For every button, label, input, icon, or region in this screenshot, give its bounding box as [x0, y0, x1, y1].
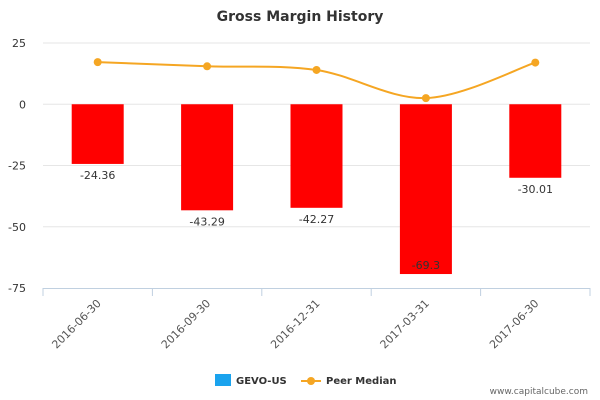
bar-2016-06-30: [71, 104, 124, 164]
legend-swatch-gevo: [215, 374, 231, 386]
peer-median-point-2016-09-30: [203, 62, 212, 71]
bar-data-label: -43.29: [189, 215, 224, 228]
peer-median-series: [93, 58, 540, 103]
x-axis-ticks: 2016-06-30 2016-09-30 2016-12-31 2017-03-31…: [49, 297, 541, 351]
bar-2016-12-31: [290, 104, 343, 208]
y-axis-ticks: 25 0 -25 -50 -75: [8, 37, 26, 295]
bar-2016-09-30: [181, 104, 234, 211]
legend-label-peer-median: Peer Median: [326, 376, 397, 387]
peer-median-point-2017-06-30: [531, 58, 540, 67]
y-tick-label: -25: [8, 160, 26, 173]
bar-2017-06-30: [509, 104, 562, 178]
x-tick-label: 2017-03-31: [378, 297, 432, 351]
legend-marker-peer-median: [307, 377, 315, 385]
bar-2017-03-31: [399, 104, 452, 275]
legend-label-gevo: GEVO-US: [236, 376, 287, 387]
y-tick-label: -50: [8, 221, 26, 234]
peer-median-point-2017-03-31: [421, 94, 430, 103]
legend[interactable]: GEVO-US Peer Median: [215, 374, 397, 387]
chart-title: Gross Margin History: [217, 9, 384, 25]
y-tick-label: 25: [12, 37, 26, 50]
legend-item-peer-median[interactable]: Peer Median: [301, 376, 397, 387]
bar-data-label: -24.36: [80, 169, 115, 182]
x-tick-label: 2016-12-31: [268, 297, 322, 351]
credit-text[interactable]: www.capitalcube.com: [490, 387, 588, 397]
y-tick-label: -75: [8, 282, 26, 295]
bar-data-labels: -24.36 -43.29 -42.27 -69.3 -30.01: [80, 169, 553, 272]
x-tick-label: 2017-06-30: [487, 297, 541, 351]
y-tick-label: 0: [19, 98, 26, 111]
x-axis: [42, 288, 591, 296]
peer-median-point-2016-12-31: [312, 65, 321, 74]
bar-data-label: -30.01: [518, 183, 553, 196]
bar-data-label: -69.3: [412, 259, 440, 272]
legend-item-gevo[interactable]: GEVO-US: [215, 374, 287, 387]
x-tick-label: 2016-09-30: [159, 297, 213, 351]
bar-data-label: -42.27: [299, 213, 334, 226]
x-tick-label: 2016-06-30: [49, 297, 103, 351]
peer-median-point-2016-06-30: [93, 58, 102, 67]
bar-series: [71, 104, 562, 275]
